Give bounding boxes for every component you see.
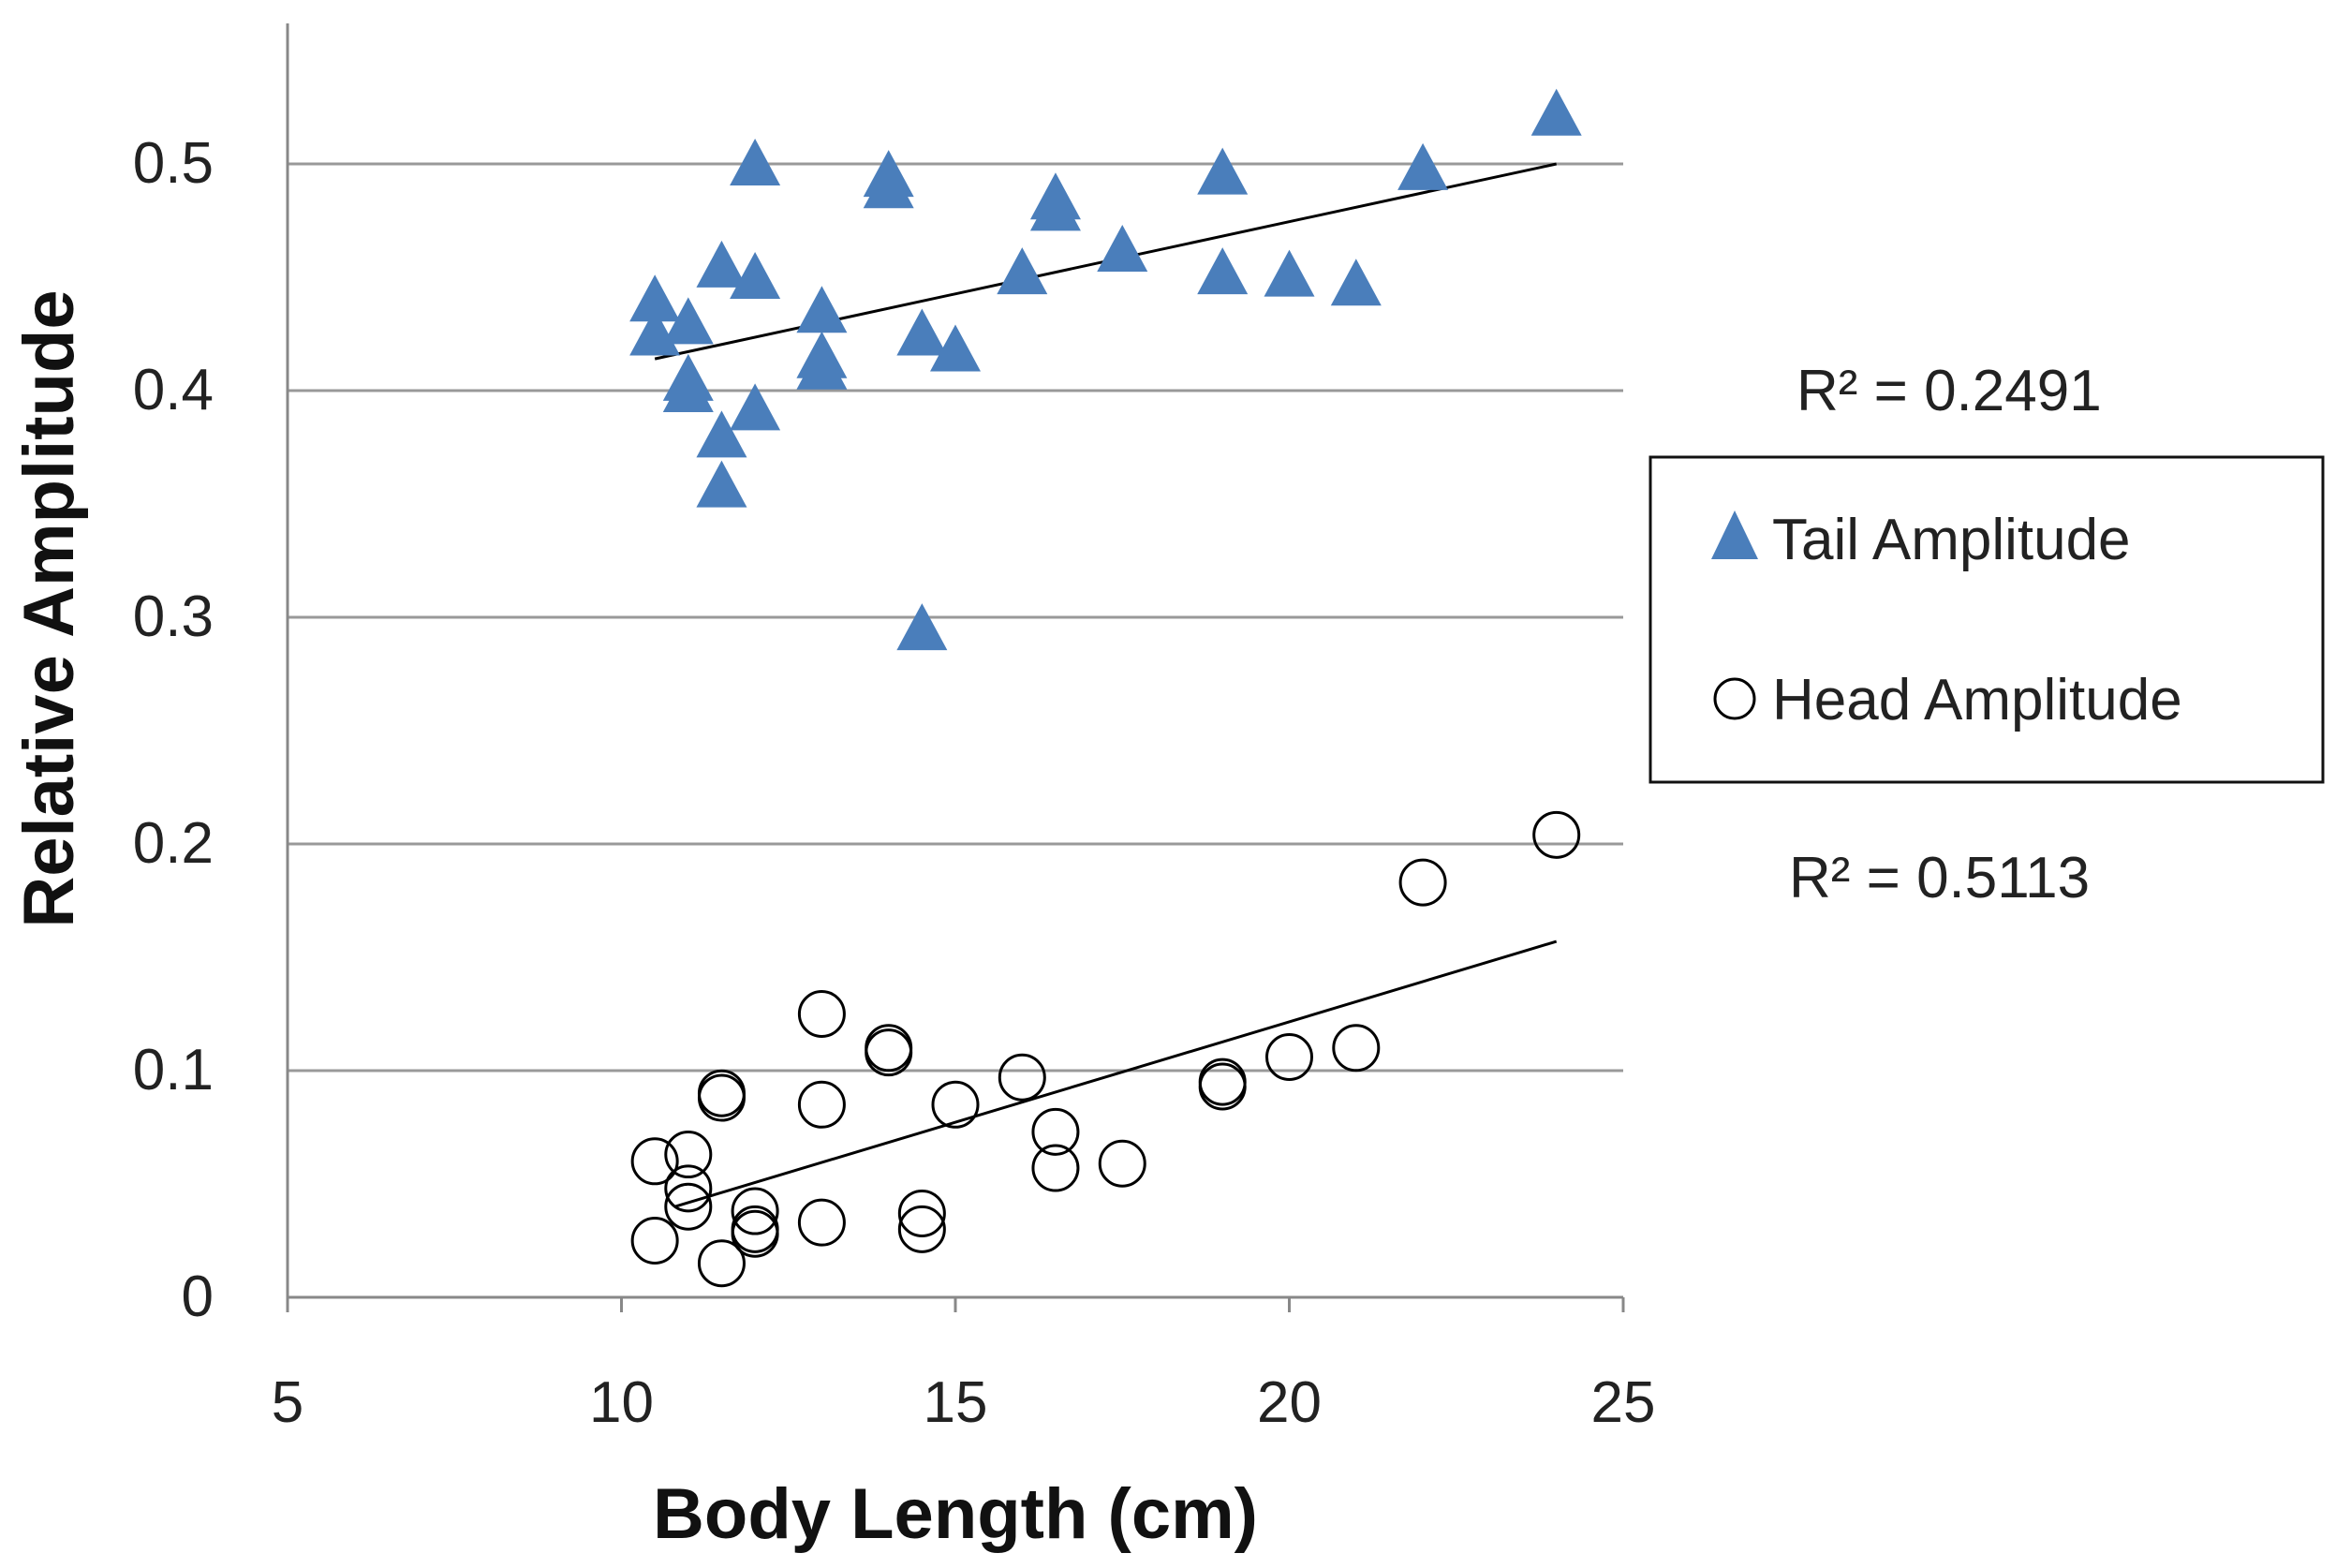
- trendlines: [654, 162, 1558, 1208]
- head-trendline: [674, 939, 1558, 1208]
- x-axis-title: Body Length (cm): [653, 1474, 1258, 1554]
- head-r-squared: R² = 0.5113: [1789, 846, 2090, 910]
- head-amplitude-point: [897, 1205, 946, 1253]
- legend-triangle-icon: [1711, 510, 1758, 559]
- tick-labels: 0 0.1 0.2 0.3 0.4 0.5 5 10 15 20 25: [133, 131, 1656, 1435]
- tail-amplitude-point: [896, 308, 948, 356]
- tail-amplitude-point: [696, 410, 747, 458]
- head-amplitude-point: [1031, 1144, 1080, 1192]
- tail-amplitude-point: [796, 342, 848, 390]
- head-amplitude-point: [697, 1069, 746, 1117]
- head-amplitude-point: [1265, 1032, 1313, 1081]
- tail-amplitude-point: [1530, 88, 1582, 136]
- head-amplitude-point: [1198, 1062, 1247, 1111]
- x-tick-label: 5: [272, 1370, 303, 1435]
- head-amplitude-point: [865, 1024, 913, 1072]
- y-tick-label: 0.3: [133, 584, 214, 649]
- tail-amplitude-point: [629, 274, 681, 322]
- y-axis-title: Relative Amplitude: [9, 289, 89, 927]
- head-amplitude-point: [630, 1217, 679, 1265]
- tail-amplitude-point: [796, 286, 848, 333]
- tail-amplitude-point: [730, 383, 781, 431]
- legend-label-tail: Tail Amplitude: [1772, 508, 2131, 572]
- x-tick-label: 25: [1591, 1370, 1656, 1435]
- tail-amplitude-point: [1397, 142, 1449, 190]
- head-amplitude-point: [897, 1189, 946, 1237]
- tail-amplitude-point: [662, 297, 714, 345]
- head-amplitude-point: [731, 1205, 779, 1253]
- y-tick-label: 0: [182, 1265, 214, 1329]
- head-amplitude-point: [1098, 1139, 1146, 1188]
- tail-amplitude-point: [1197, 247, 1249, 295]
- y-tick-label: 0.2: [133, 811, 214, 876]
- head-amplitude-point: [630, 1137, 679, 1186]
- tail-amplitude-point: [1097, 224, 1148, 272]
- head-amplitude-point: [797, 990, 846, 1038]
- tail-amplitude-point: [1029, 184, 1081, 231]
- legend-box: [1649, 455, 2325, 784]
- x-tick-label: 10: [589, 1370, 654, 1435]
- tail-amplitude-point: [1264, 249, 1315, 297]
- y-tick-label: 0.4: [133, 358, 214, 422]
- head-amplitude-point: [797, 1198, 846, 1247]
- tail-amplitude-point: [730, 139, 781, 185]
- tail-amplitude-point: [930, 324, 981, 372]
- head-amplitude-point: [797, 1080, 846, 1129]
- head-amplitude-point: [1532, 810, 1581, 859]
- head-amplitude-point: [998, 1053, 1046, 1102]
- y-tick-label: 0.5: [133, 131, 214, 196]
- head-amplitude-point: [1332, 1024, 1381, 1072]
- legend-circle-icon: [1713, 677, 1756, 720]
- tail-amplitude-point: [1330, 259, 1382, 306]
- head-amplitude-point: [865, 1028, 913, 1077]
- tail-amplitude-point: [1197, 147, 1249, 195]
- head-amplitude-point: [1031, 1107, 1080, 1156]
- head-amplitude-point: [731, 1209, 779, 1258]
- tail-amplitude-point: [863, 161, 914, 209]
- x-tick-label: 20: [1257, 1370, 1322, 1435]
- tail-amplitude-point: [896, 603, 948, 651]
- tail-r-squared: R² = 0.2491: [1796, 359, 2102, 423]
- legend-label-head: Head Amplitude: [1772, 668, 2182, 732]
- axes: [286, 23, 1625, 1312]
- head-amplitude-point: [731, 1187, 779, 1235]
- tail-amplitude-point: [696, 460, 747, 508]
- head-amplitude-point: [697, 1073, 746, 1122]
- head-amplitude-point: [1398, 858, 1447, 907]
- head-amplitude-point: [664, 1164, 713, 1213]
- legend: Tail Amplitude Head Amplitude: [1649, 455, 2325, 784]
- tail-amplitude-point: [662, 365, 714, 412]
- tail-amplitude-point: [730, 252, 781, 299]
- head-amplitude-point: [697, 1239, 746, 1288]
- head-amplitude-point: [1198, 1058, 1247, 1106]
- x-tick-label: 15: [924, 1370, 988, 1435]
- head-amplitude-point: [664, 1182, 713, 1231]
- tail-amplitude-point: [696, 240, 747, 288]
- tail-amplitude-point: [997, 247, 1048, 295]
- data-points: [629, 88, 1582, 1288]
- head-amplitude-point: [664, 1131, 713, 1179]
- y-tick-label: 0.1: [133, 1038, 214, 1102]
- gridlines: [288, 162, 1623, 1072]
- head-amplitude-point: [931, 1080, 980, 1129]
